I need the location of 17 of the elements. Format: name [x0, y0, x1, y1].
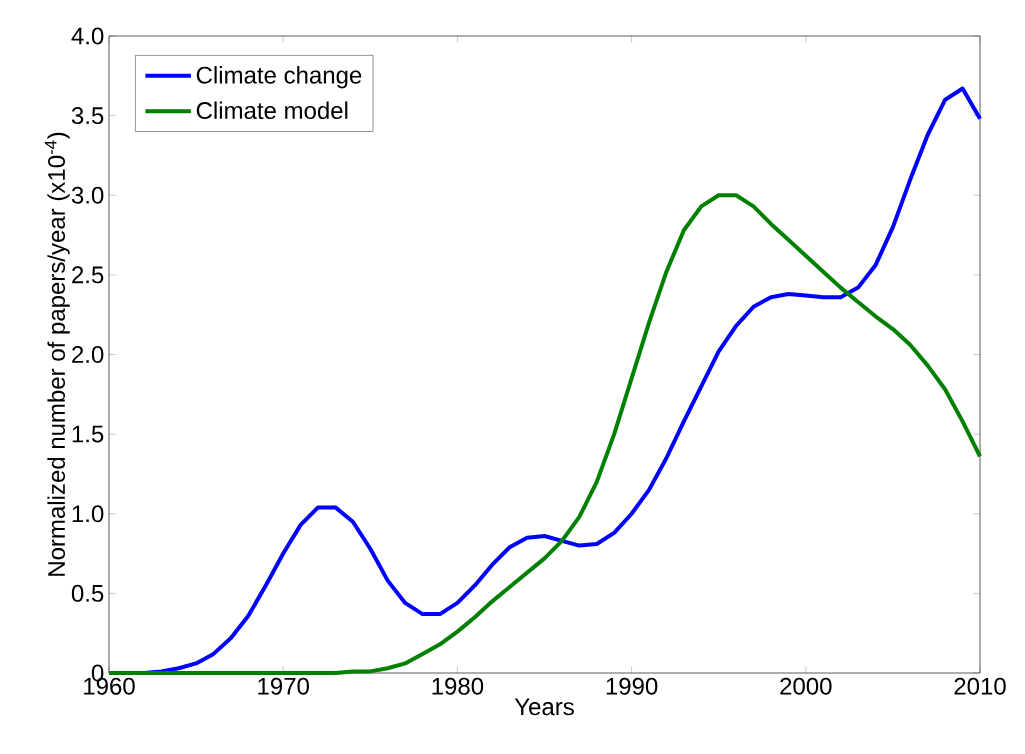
- y-axis-title: Normalized number of papers/year (x10$^{-4}$): [44, 132, 70, 576]
- y-tick-label: 2.0: [72, 345, 104, 363]
- legend-label: Climate change: [196, 66, 362, 89]
- x-axis-title: Years: [514, 698, 574, 716]
- x-tick-label: 2010: [954, 677, 1006, 695]
- y-tick-label: 4.0: [71, 27, 104, 45]
- x-tick-label: 2000: [780, 677, 832, 695]
- x-tick-label: 1980: [432, 677, 484, 695]
- y-tick-label: 2.5: [72, 266, 104, 284]
- y-tick-label: 0.5: [71, 584, 104, 602]
- y-tick-label: 1.5: [72, 425, 104, 443]
- x-tick-label: 1970: [258, 677, 309, 695]
- x-tick-label: 1990: [606, 677, 658, 695]
- legend-label: Climate model: [196, 101, 348, 120]
- y-tick-label: 1.0: [72, 505, 104, 523]
- y-tick-label: 3.0: [71, 186, 104, 204]
- y-tick-label: 3.5: [71, 107, 104, 125]
